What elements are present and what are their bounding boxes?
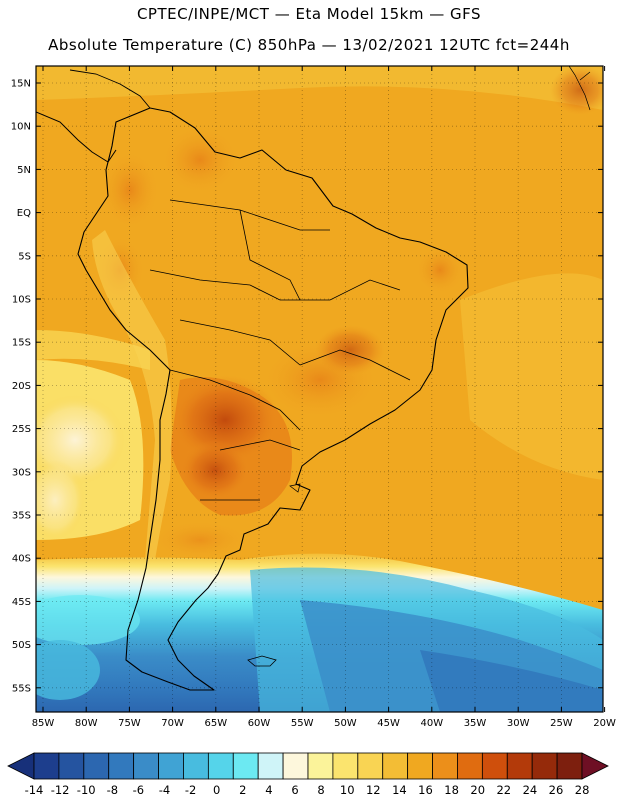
lon-label: 40W: [420, 718, 443, 729]
colorbar-cell: [556, 752, 583, 780]
colorbar-label: -12: [51, 783, 70, 797]
lon-label: 45W: [377, 718, 400, 729]
colorbar-label: 24: [523, 783, 538, 797]
colorbar-cell: [33, 752, 60, 780]
lon-label: 65W: [204, 718, 227, 729]
colorbar-cell: [257, 752, 284, 780]
colorbar-label: -4: [159, 783, 170, 797]
lon-label: 25W: [550, 718, 573, 729]
colorbar-cell: [232, 752, 259, 780]
lat-label: 15N: [11, 79, 31, 90]
lon-label: 30W: [507, 718, 530, 729]
colorbar-cell: [133, 752, 159, 780]
colorbar-cell: [481, 752, 508, 780]
lon-label: 55W: [291, 718, 314, 729]
lat-label: 50S: [12, 640, 31, 651]
map-frame: [35, 65, 604, 713]
colorbar-cell: [432, 752, 458, 780]
colorbar-label: 16: [418, 783, 433, 797]
lat-label: 10N: [11, 122, 31, 133]
title-line-1: CPTEC/INPE/MCT — Eta Model 15km — GFS: [136, 5, 482, 23]
colorbar-cell: [207, 752, 234, 780]
lat-label: 5N: [17, 165, 31, 176]
lon-label: 85W: [32, 718, 55, 729]
colorbar-cell: [183, 752, 209, 780]
colorbar: -14 -12 -10 -8 -6 -4 -2 0 2 4 6 8 10 12 14 16 18 20 22 24 26…: [7, 752, 609, 797]
colorbar-cell: [158, 752, 184, 780]
colorbar-label: 20: [470, 783, 485, 797]
colorbar-label: -10: [77, 783, 96, 797]
colorbar-cell: [531, 752, 558, 780]
lon-label: 20W: [593, 718, 616, 729]
colorbar-cell: [58, 752, 85, 780]
colorbar-label: -14: [25, 783, 44, 797]
title-line-2: Absolute Temperature (C) 850hPa — 13/02/…: [48, 36, 570, 54]
colorbar-label: -6: [133, 783, 144, 797]
colorbar-cell: [83, 752, 110, 780]
lat-label: 55S: [12, 683, 31, 694]
colorbar-cell: [282, 752, 309, 780]
lon-label: 75W: [118, 718, 141, 729]
colorbar-label: 2: [239, 783, 246, 797]
lat-label: 10S: [12, 295, 31, 306]
colorbar-label: -8: [107, 783, 118, 797]
lon-label: 80W: [75, 718, 98, 729]
lon-label: 60W: [248, 718, 271, 729]
colorbar-label: 6: [291, 783, 298, 797]
colorbar-label: 14: [392, 783, 407, 797]
colorbar-cell: [357, 752, 384, 780]
lon-label: 50W: [334, 718, 357, 729]
colorbar-cell: [108, 752, 135, 780]
lat-label: 20S: [12, 381, 31, 392]
colorbar-cell: [382, 752, 409, 780]
colorbar-label: 12: [366, 783, 381, 797]
lat-label: 30S: [12, 467, 31, 478]
colorbar-label: 22: [496, 783, 511, 797]
colorbar-cell: [457, 752, 483, 780]
colorbar-cell: [307, 752, 334, 780]
lat-label: 45S: [12, 597, 31, 608]
lat-label: 40S: [12, 554, 31, 565]
colorbar-cell: [332, 752, 359, 780]
colorbar-label: 4: [265, 783, 272, 797]
colorbar-label: -2: [185, 783, 196, 797]
lon-label: 70W: [161, 718, 184, 729]
colorbar-label: 18: [444, 783, 459, 797]
colorbar-label: 0: [213, 783, 220, 797]
lat-label: 35S: [12, 511, 31, 522]
colorbar-label: 10: [340, 783, 355, 797]
colorbar-label: 28: [575, 783, 590, 797]
colorbar-cell: [506, 752, 533, 780]
lon-label: 35W: [464, 718, 487, 729]
colorbar-label: 26: [549, 783, 564, 797]
lat-label: 25S: [12, 424, 31, 435]
temperature-field: [36, 66, 603, 712]
lat-label: EQ: [17, 208, 31, 219]
lat-label: 15S: [12, 338, 31, 349]
lat-label: 5S: [18, 251, 31, 262]
colorbar-cell: [407, 752, 433, 780]
colorbar-label: 8: [317, 783, 324, 797]
